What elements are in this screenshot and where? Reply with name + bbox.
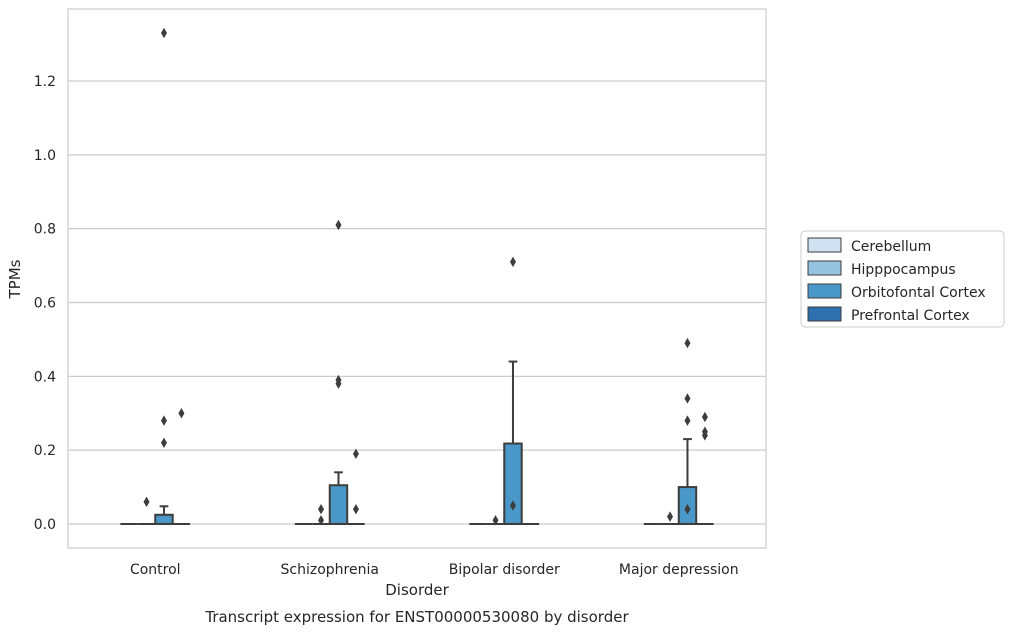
legend-swatch	[807, 237, 842, 253]
y-tick-label: 0.2	[34, 443, 56, 459]
outlier-point	[701, 430, 708, 441]
x-tick-label: Schizophrenia	[281, 562, 379, 578]
outlier-point	[178, 408, 185, 419]
x-tick-labels: Control Schizophrenia Bipolar disorder Majo…	[130, 562, 739, 578]
outlier-point	[335, 378, 342, 389]
outlier-point	[318, 504, 325, 515]
legend-swatch	[807, 283, 842, 299]
chart-caption: Transcript expression for ENST0000053008…	[204, 608, 629, 626]
outlier-point	[684, 415, 691, 426]
x-tick-label: Major depression	[619, 562, 739, 578]
box	[154, 513, 174, 526]
outlier-point	[509, 256, 516, 268]
outlier-point	[352, 448, 359, 460]
legend-swatch	[807, 260, 842, 276]
outlier-point	[509, 500, 516, 511]
y-tick-label: 0.0	[34, 517, 56, 533]
gridlines	[68, 80, 766, 525]
box	[503, 442, 523, 526]
x-tick-label: Bipolar disorder	[449, 562, 560, 578]
outlier-point	[143, 496, 150, 508]
y-tick-label: 0.4	[34, 369, 56, 385]
outlier-point	[160, 27, 167, 39]
legend-entry: Orbitofontal Cortex	[851, 285, 986, 301]
y-tick-label: 0.6	[34, 295, 56, 311]
plot-frame	[67, 8, 767, 549]
outlier-point	[701, 411, 708, 423]
y-axis-label: TPMs	[6, 259, 24, 299]
outlier-point	[318, 515, 325, 526]
outlier-point	[160, 437, 167, 448]
legend: Cerebellum Hipppocampus Orbitofontal Corte…	[800, 230, 1005, 328]
outlier-point	[160, 415, 167, 426]
legend-frame	[800, 230, 1005, 328]
outlier-point	[335, 219, 342, 231]
y-tick-label: 1.0	[34, 148, 56, 164]
outlier-points	[143, 27, 708, 526]
outlier-point	[492, 515, 499, 526]
legend-entry: Hipppocampus	[851, 262, 956, 278]
box	[328, 484, 349, 526]
legend-swatch	[807, 306, 842, 322]
y-tick-label: 0.8	[34, 222, 56, 238]
outlier-point	[684, 337, 691, 349]
outlier-point	[684, 504, 691, 515]
boxes	[120, 360, 714, 526]
x-tick-label: Control	[130, 562, 181, 578]
legend-entry: Prefrontal Cortex	[851, 308, 970, 324]
y-tick-labels: 0.0 0.2 0.4 0.6 0.8 1.0 1.2	[34, 74, 56, 533]
y-tick-label: 1.2	[34, 74, 56, 90]
outlier-point	[667, 511, 674, 522]
legend-entry: Cerebellum	[851, 239, 931, 255]
outlier-point	[352, 504, 359, 515]
x-axis-label: Disorder	[385, 581, 449, 599]
outlier-point	[684, 393, 691, 404]
